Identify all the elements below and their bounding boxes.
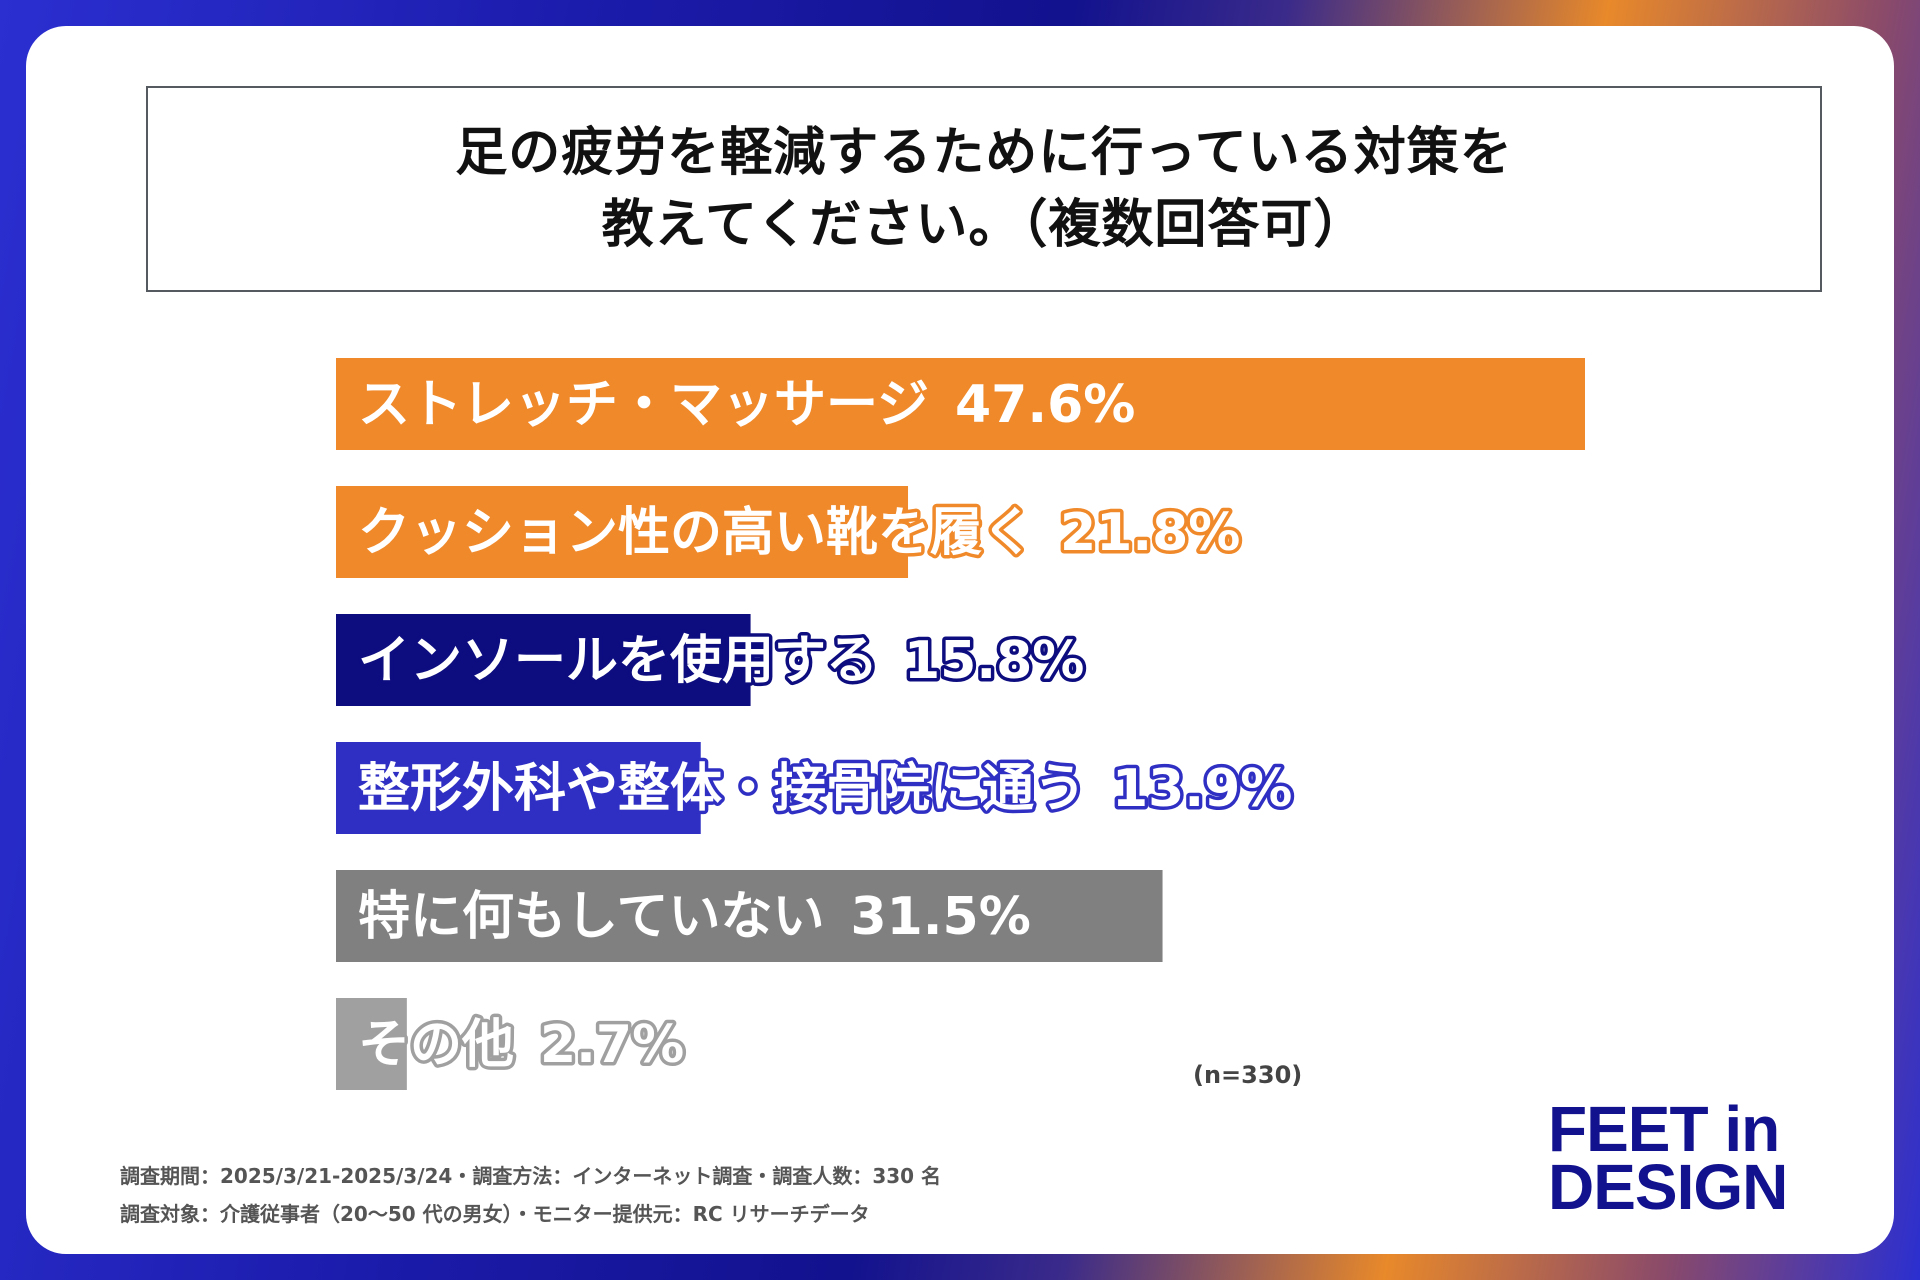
- logo-line-2: DESIGN: [1548, 1151, 1788, 1223]
- feet-in-design-logo: FEET in DESIGN: [1548, 1093, 1808, 1223]
- bar-label-1: クッション性の高い靴を履く 21.8%: [358, 503, 1240, 563]
- bar-label-2: インソールを使用する 15.8%: [358, 631, 1084, 691]
- chart-title-line-1: 足の疲労を軽減するために行っている対策を: [455, 123, 1513, 183]
- bar-5: [336, 998, 407, 1090]
- chart-title-box: 足の疲労を軽減するために行っている対策を 教えてください。（複数回答可）: [146, 86, 1822, 292]
- bar-4: [336, 870, 1163, 962]
- survey-footnote-2: 調査対象：介護従事者（20～50 代の男女）・モニター提供元：RC リサーチデー…: [120, 1202, 870, 1226]
- bar-0: [336, 358, 1585, 450]
- bar-3: [336, 742, 701, 834]
- bar-label-3: 整形外科や整体・接骨院に通う 13.9%: [358, 759, 1292, 819]
- bar-label-0: ストレッチ・マッサージ 47.6%: [358, 375, 1135, 435]
- bar-1: [336, 486, 909, 578]
- logo-line-1: FEET in: [1548, 1093, 1780, 1165]
- bar-label-5: その他 2.7%: [358, 1015, 684, 1075]
- survey-footnote-1: 調査期間：2025/3/21-2025/3/24・調査方法：インターネット調査・…: [120, 1164, 942, 1188]
- bar-2: [336, 614, 751, 706]
- bar-label-4: 特に何もしていない 31.5%: [358, 887, 1031, 947]
- sample-size-note: (n=330): [1193, 1061, 1303, 1089]
- chart-title-line-2: 教えてください。（複数回答可）: [601, 195, 1367, 255]
